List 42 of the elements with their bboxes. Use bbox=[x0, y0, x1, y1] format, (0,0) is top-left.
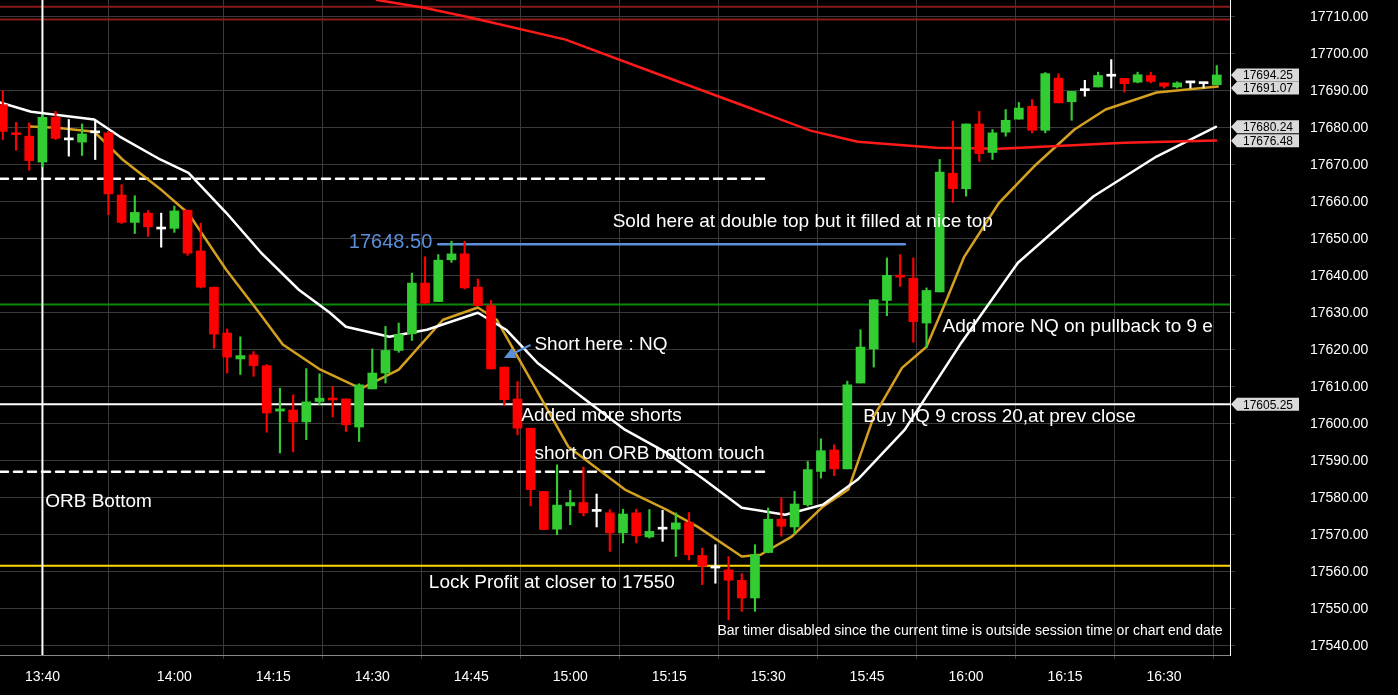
candlestick bbox=[723, 556, 734, 621]
x-tick-label: 14:30 bbox=[354, 668, 391, 685]
text: 17676.48 bbox=[1242, 134, 1294, 149]
y-tick-label: 17650.00 bbox=[1310, 229, 1369, 246]
y-tick-label: 17710.00 bbox=[1310, 7, 1369, 24]
y-tick-label: 17680.00 bbox=[1310, 118, 1369, 135]
text: 17691.07 bbox=[1242, 81, 1294, 96]
y-tick-label: 17700.00 bbox=[1310, 44, 1369, 61]
y-tick-label: 17640.00 bbox=[1310, 266, 1369, 283]
x-tick-label: 16:00 bbox=[948, 668, 984, 685]
x-tick-label: 14:45 bbox=[453, 668, 489, 685]
x-tick-label: 15:45 bbox=[849, 668, 885, 685]
y-tick-label: 17590.00 bbox=[1310, 451, 1369, 468]
annotation: ORB Bottom bbox=[45, 490, 152, 512]
annotation: Bar timer disabled since the current time is outside session time or chart end date bbox=[717, 621, 1223, 638]
annotation: Short here : NQ bbox=[534, 333, 668, 355]
text: 17680.24 bbox=[1242, 120, 1294, 135]
y-tick-label: 17560.00 bbox=[1310, 562, 1369, 579]
x-tick-label: 13:40 bbox=[24, 668, 61, 685]
data-label: 17648.50 bbox=[348, 229, 433, 252]
x-tick-label: 15:15 bbox=[651, 668, 687, 685]
y-tick-label: 17540.00 bbox=[1310, 636, 1369, 653]
x-tick-label: 14:00 bbox=[156, 668, 193, 685]
y-tick-label: 17620.00 bbox=[1310, 340, 1369, 357]
ref-line-label: 17605.25 bbox=[1242, 397, 1294, 412]
y-tick-label: 17610.00 bbox=[1310, 377, 1369, 394]
x-tick-label: 16:30 bbox=[1146, 668, 1182, 685]
x-tick-label: 14:15 bbox=[255, 668, 292, 685]
y-tick-label: 17660.00 bbox=[1310, 192, 1369, 209]
x-tick-label: 15:00 bbox=[552, 668, 588, 685]
text: 17694.25 bbox=[1242, 68, 1294, 83]
x-tick-label: 15:30 bbox=[750, 668, 786, 685]
y-tick-label: 17570.00 bbox=[1310, 525, 1369, 542]
annotation: Lock Profit at closer to 17550 bbox=[428, 571, 675, 593]
x-tick-label: 16:15 bbox=[1047, 668, 1083, 685]
y-tick-label: 17690.00 bbox=[1310, 81, 1369, 98]
y-tick-label: 17580.00 bbox=[1310, 488, 1369, 505]
candlestick bbox=[314, 373, 325, 406]
y-tick-label: 17670.00 bbox=[1310, 155, 1369, 172]
y-tick-label: 17600.00 bbox=[1310, 414, 1369, 431]
y-tick-label: 17630.00 bbox=[1310, 303, 1369, 320]
y-tick-label: 17550.00 bbox=[1310, 599, 1369, 616]
